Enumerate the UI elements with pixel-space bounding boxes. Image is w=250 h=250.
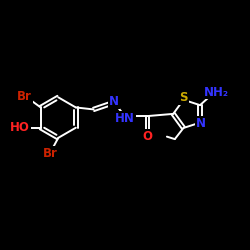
Text: S: S <box>179 91 188 104</box>
Text: N: N <box>109 95 119 108</box>
Text: O: O <box>142 130 152 143</box>
Text: NH₂: NH₂ <box>204 86 229 98</box>
Text: HO: HO <box>10 121 30 134</box>
Text: Br: Br <box>43 147 58 160</box>
Text: N: N <box>196 117 206 130</box>
Text: HN: HN <box>115 112 135 125</box>
Text: Br: Br <box>17 90 32 102</box>
